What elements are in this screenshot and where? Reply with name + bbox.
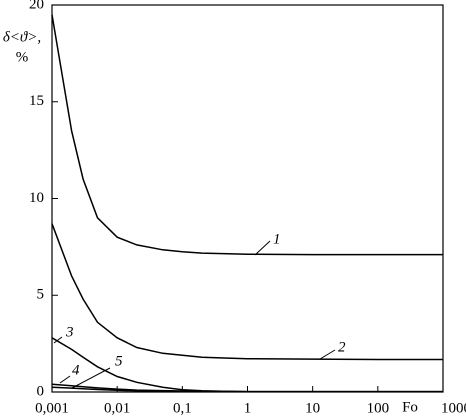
series-line [51, 14, 443, 256]
x-tick-label: 0,01 [104, 400, 130, 416]
series-line [51, 386, 443, 393]
label-leader [319, 349, 336, 360]
x-tick-label: 10 [305, 400, 320, 416]
series-label: 5 [115, 353, 123, 369]
x-tick-label: 0,1 [173, 400, 192, 416]
series-line [51, 223, 443, 361]
label-leader [71, 367, 111, 389]
y-tick-label: 10 [29, 190, 44, 206]
series-label: 4 [72, 362, 80, 378]
series-label: 2 [338, 339, 346, 355]
label-leader [53, 336, 63, 344]
label-leader [254, 240, 271, 256]
y-tick-label: 20 [29, 0, 44, 12]
y-axis-label: δ<ϑ>, [3, 29, 41, 45]
series-line [51, 337, 443, 393]
x-axis-label: Fo [402, 399, 418, 415]
y-tick-label: 0 [37, 383, 45, 399]
x-tick-label: 100 [367, 400, 390, 416]
series-label: 3 [65, 324, 74, 340]
plot-frame [51, 4, 444, 393]
series-label: 1 [273, 231, 281, 247]
y-tick-label: 5 [37, 287, 45, 303]
x-tick-label: 0,001 [35, 400, 69, 416]
x-tick-label: 1000 [441, 400, 466, 416]
x-tick-label: 1 [244, 400, 252, 416]
label-leader [59, 375, 71, 384]
y-axis-unit: % [16, 49, 29, 65]
y-tick-label: 15 [29, 93, 44, 109]
